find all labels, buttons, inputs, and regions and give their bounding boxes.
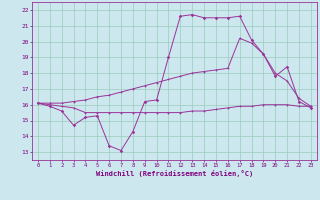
- X-axis label: Windchill (Refroidissement éolien,°C): Windchill (Refroidissement éolien,°C): [96, 170, 253, 177]
